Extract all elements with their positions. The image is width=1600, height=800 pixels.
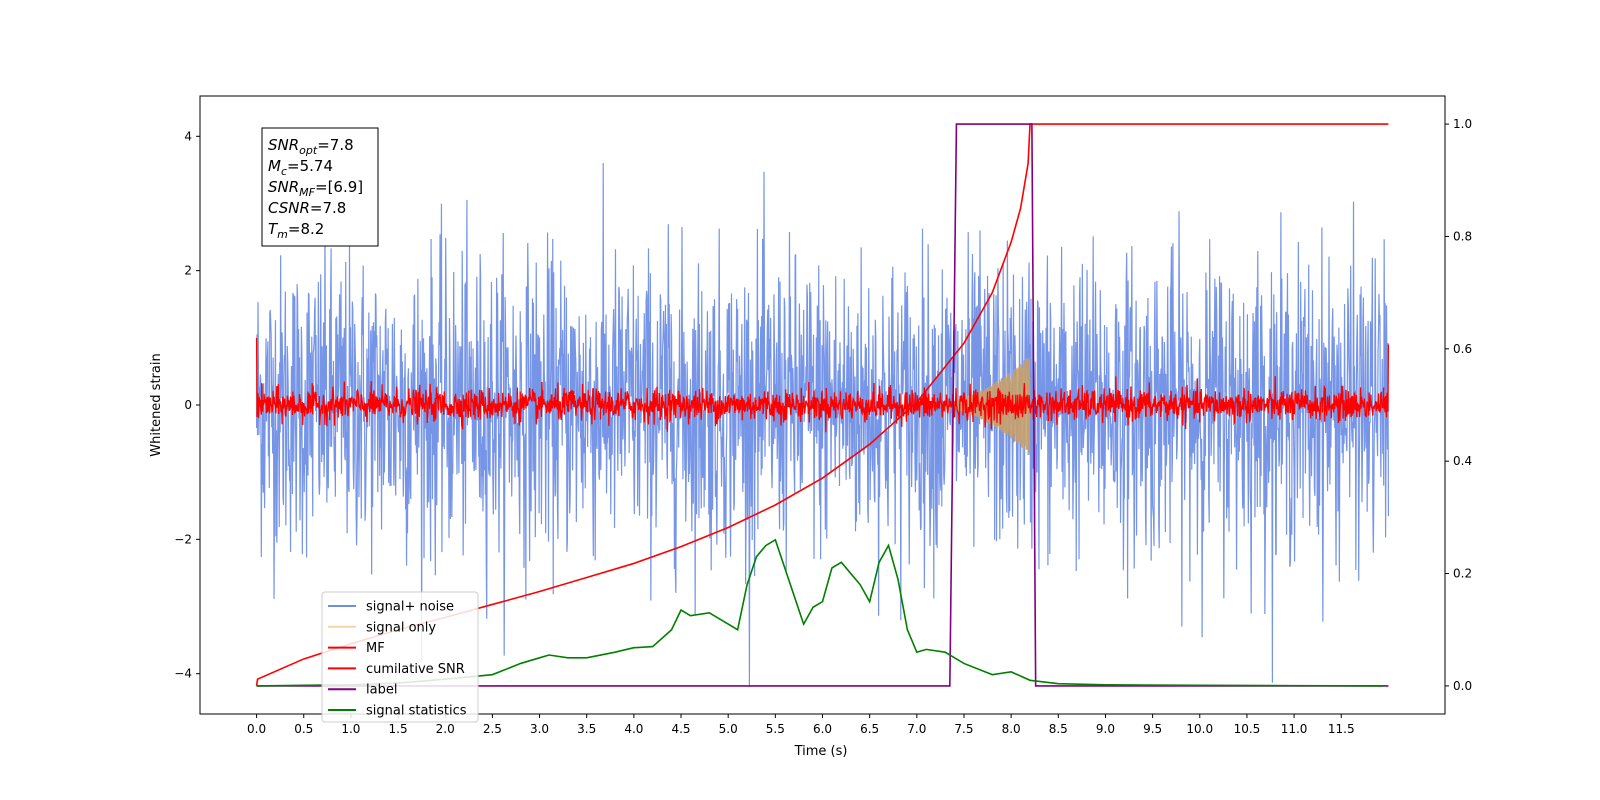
series-mf <box>255 337 1390 433</box>
annotation-value: =[6.9] <box>315 178 363 196</box>
y-axis-left: −4 −2 0 2 4 <box>174 129 200 681</box>
series-signal-noise <box>255 162 1390 688</box>
x-tick-label: 4.0 <box>624 722 643 736</box>
annotation-line: Tm=8.2 <box>268 220 324 241</box>
x-tick-label: 0.0 <box>247 722 266 736</box>
y-right-tick-label: 1.0 <box>1453 117 1472 131</box>
x-tick-label: 6.0 <box>813 722 832 736</box>
annotation-value: =7.8 <box>310 199 346 217</box>
y-right-tick-label: 0.2 <box>1453 567 1472 581</box>
x-tick-label: 3.0 <box>530 722 549 736</box>
annotation-symbol: T <box>268 220 279 238</box>
series-label <box>256 123 1389 687</box>
annotation-value: =5.74 <box>287 157 333 175</box>
x-tick-label: 0.5 <box>294 722 313 736</box>
y-tick-label: 2 <box>184 264 192 278</box>
legend: signal+ noise signal only MF cumilative SNR… <box>321 591 479 723</box>
annotation-symbol: CSNR <box>268 199 310 217</box>
legend-entry: label <box>366 683 397 698</box>
x-tick-label: 7.5 <box>954 722 973 736</box>
annotation-symbol: M <box>268 157 281 175</box>
x-tick-label: 1.5 <box>389 722 408 736</box>
annotation-box: SNRopt=7.8Mc=5.74SNRMF=[6.9]CSNR=7.8Tm=8… <box>261 127 379 247</box>
y-right-tick-label: 0.6 <box>1453 342 1472 356</box>
x-tick-label: 9.5 <box>1143 722 1162 736</box>
x-tick-label: 1.0 <box>341 722 360 736</box>
annotation-subscript: m <box>277 228 288 241</box>
x-tick-label: 2.0 <box>436 722 455 736</box>
x-axis-title: Time (s) <box>794 744 848 759</box>
annotation-line: Mc=5.74 <box>268 157 333 178</box>
annotation-symbol: SNR <box>268 136 299 154</box>
x-tick-label: 7.0 <box>907 722 926 736</box>
x-tick-label: 11.5 <box>1328 722 1355 736</box>
legend-entry: cumilative SNR <box>366 662 465 677</box>
series-signal-statistics <box>256 538 1384 687</box>
y-axis-title: Whitened strain <box>149 353 164 456</box>
x-tick-label: 5.5 <box>766 722 785 736</box>
y-tick-label: −4 <box>174 667 192 681</box>
x-tick-label: 4.5 <box>671 722 690 736</box>
x-tick-label: 9.0 <box>1096 722 1115 736</box>
y-right-tick-label: 0.0 <box>1453 679 1472 693</box>
x-tick-label: 5.0 <box>719 722 738 736</box>
y-tick-label: 0 <box>184 398 192 412</box>
annotation-line: SNRMF=[6.9] <box>268 178 363 199</box>
x-tick-label: 2.5 <box>483 722 502 736</box>
y-axis-right: 0.0 0.2 0.4 0.6 0.8 1.0 <box>1445 117 1472 693</box>
annotation-subscript: c <box>281 165 287 178</box>
y-tick-label: 4 <box>184 129 192 143</box>
legend-frame <box>321 591 479 723</box>
x-tick-label: 8.5 <box>1049 722 1068 736</box>
x-tick-label: 6.5 <box>860 722 879 736</box>
x-tick-label: 11.0 <box>1281 722 1308 736</box>
y-right-tick-label: 0.4 <box>1453 454 1472 468</box>
x-axis: 0.0 0.5 1.0 1.5 2.0 2.5 3.0 3.5 4.0 4.5 5.0 5.5 6.0 6… <box>247 714 1355 736</box>
annotation-subscript: opt <box>299 144 318 157</box>
x-tick-label: 8.0 <box>1002 722 1021 736</box>
annotation-value: =8.2 <box>288 220 324 238</box>
x-tick-label: 3.5 <box>577 722 596 736</box>
legend-entry: signal+ noise <box>366 600 454 615</box>
annotation-line: CSNR=7.8 <box>268 199 346 217</box>
annotation-frame <box>261 127 379 247</box>
annotation-subscript: MF <box>299 186 315 199</box>
x-tick-label: 10.5 <box>1234 722 1261 736</box>
annotation-line: SNRopt=7.8 <box>268 136 354 157</box>
legend-entry: signal statistics <box>366 704 467 719</box>
y-tick-label: −2 <box>174 532 192 546</box>
legend-entry: MF <box>366 641 385 656</box>
annotation-symbol: SNR <box>268 178 299 196</box>
y-right-tick-label: 0.8 <box>1453 229 1472 243</box>
annotation-value: =7.8 <box>317 136 353 154</box>
x-tick-label: 10.0 <box>1186 722 1213 736</box>
legend-entry: signal only <box>366 620 436 635</box>
